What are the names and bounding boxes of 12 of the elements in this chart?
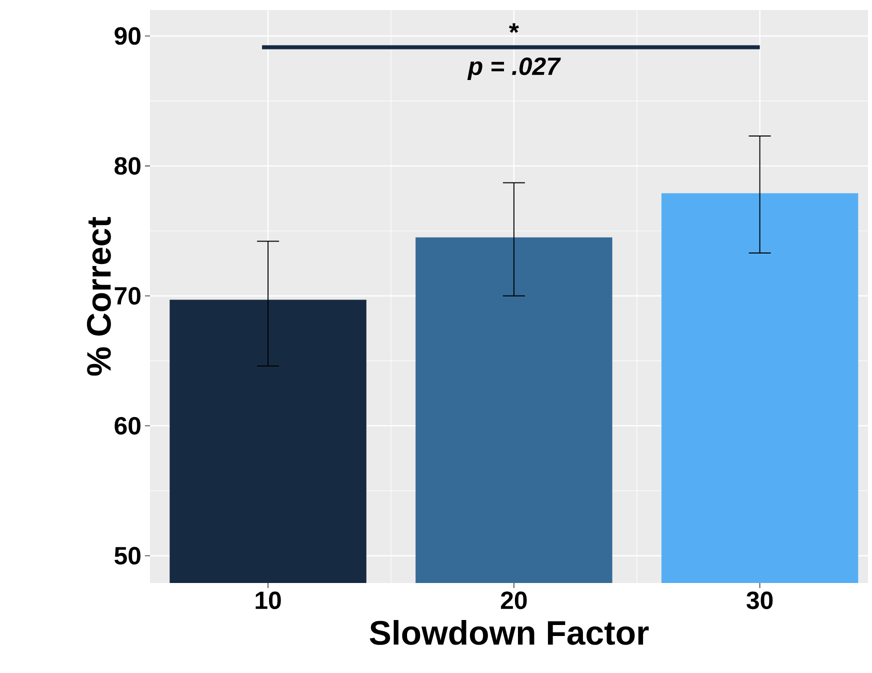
annotation: * — [508, 23, 519, 33]
y-tick-label: 60 — [114, 416, 140, 435]
x-tick-label: 10 — [256, 592, 281, 610]
annotation: p = .027 — [467, 57, 561, 80]
y-tick-label: 70 — [114, 287, 140, 305]
x-tick-label: 30 — [746, 592, 773, 610]
x-axis-title: Slowdown Factor — [370, 620, 649, 645]
y-axis-title: % Correct — [86, 216, 111, 376]
y-tick-label: 50 — [114, 546, 140, 565]
x-tick-label: 20 — [500, 592, 527, 610]
y-tick-label: 90 — [114, 27, 140, 45]
y-tick-label: 80 — [114, 157, 140, 175]
